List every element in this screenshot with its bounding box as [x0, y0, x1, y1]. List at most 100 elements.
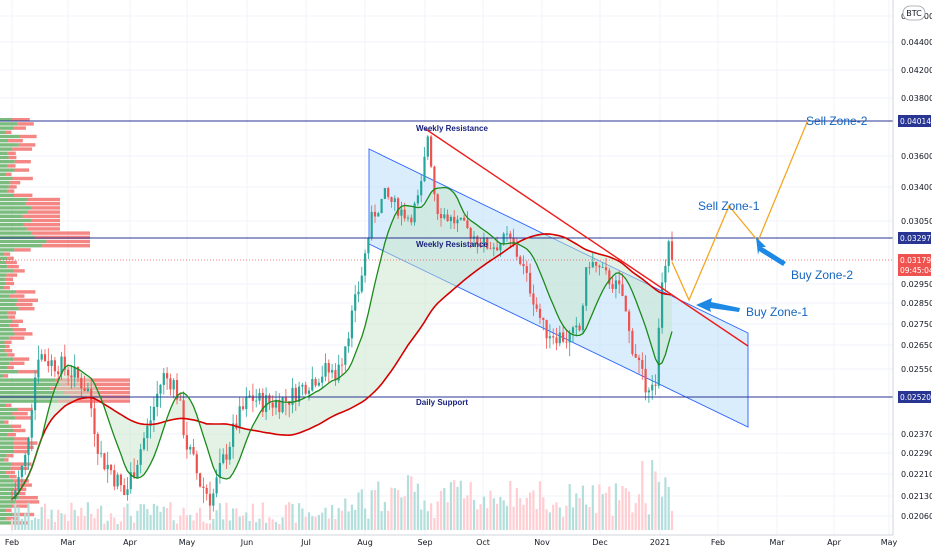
profile-bar-buy: [0, 441, 14, 445]
candle-body: [53, 360, 56, 372]
weekly-resistance-lower-label: Weekly Resistance: [416, 240, 488, 249]
profile-bar-buy: [0, 491, 12, 496]
profile-bar-sell: [5, 470, 16, 475]
profile-bar-buy: [0, 315, 9, 319]
volume-bar: [439, 490, 443, 530]
profile-bar-sell: [7, 311, 16, 315]
volume-bar: [261, 502, 264, 530]
buy-zone-2-arrow: [756, 237, 786, 266]
volume-bar: [199, 507, 202, 530]
volume-bar: [360, 489, 363, 530]
candle-body: [109, 464, 113, 471]
volume-bar: [96, 508, 99, 530]
profile-bar-buy: [0, 130, 6, 134]
volume-bar: [93, 518, 96, 530]
volume-bars: [10, 460, 674, 530]
profile-bar-buy: [0, 361, 10, 365]
candle-body: [40, 354, 43, 360]
profile-bar-buy: [0, 277, 5, 281]
volume-bar: [476, 509, 479, 530]
volume-bar: [542, 497, 545, 530]
candle-body: [119, 474, 122, 486]
profile-bar-buy: [0, 328, 13, 332]
candle-body: [199, 473, 202, 487]
price-axis: 0.0460000.0440000.0420000.0380000.036000…: [892, 0, 932, 535]
volume-bar: [489, 490, 492, 530]
candle-body: [317, 382, 320, 386]
volume-bar: [14, 504, 17, 530]
volume-bar: [284, 504, 287, 530]
candle-body: [571, 327, 575, 334]
sell-zone-1-label: Sell Zone-1: [698, 199, 760, 213]
volume-bar: [614, 483, 617, 530]
candle-body: [532, 293, 535, 305]
candle-body: [416, 195, 419, 204]
volume-bar: [466, 495, 469, 530]
volume-bar: [449, 482, 452, 530]
candle-body: [192, 447, 195, 455]
candle-body: [393, 198, 396, 203]
ma-fast-line: [11, 186, 673, 500]
profile-bar-sell: [3, 374, 9, 378]
time-tick-label: Dec: [592, 538, 607, 547]
candle-body: [585, 267, 588, 306]
volume-bar: [103, 523, 106, 530]
profile-bar-buy: [0, 458, 5, 462]
candle-body: [350, 310, 353, 339]
volume-bar: [238, 516, 241, 530]
profile-bar-sell: [16, 290, 36, 294]
candle-body: [100, 453, 103, 455]
volume-bar: [126, 503, 129, 530]
candle-body: [146, 425, 149, 439]
volume-bar: [545, 509, 548, 530]
candle-body: [608, 270, 611, 285]
candle-body: [548, 336, 551, 339]
profile-bar-sell: [12, 147, 33, 151]
volume-bar: [604, 492, 608, 530]
candle-body: [479, 244, 482, 247]
profile-bar-buy: [0, 147, 13, 151]
candle-body: [542, 317, 545, 320]
profile-bar-buy: [0, 206, 31, 210]
profile-bar-buy: [0, 122, 18, 126]
candle-body: [83, 388, 86, 392]
profile-bar-buy: [0, 197, 28, 202]
profile-bar-buy: [0, 517, 7, 521]
candle-body: [367, 237, 370, 254]
profile-bar-sell: [4, 252, 11, 256]
candle-body: [60, 356, 63, 375]
candle-body: [568, 333, 571, 343]
candle-body: [664, 265, 667, 283]
volume-bar: [377, 481, 380, 530]
volume-bar: [525, 497, 528, 530]
candle-body: [631, 330, 634, 354]
profile-bar-sell: [14, 160, 31, 164]
profile-bar-sell: [31, 231, 90, 235]
volume-bar: [90, 513, 93, 530]
profile-bar-buy: [0, 256, 8, 260]
volume-bar: [456, 486, 459, 530]
candle-body: [218, 462, 221, 478]
profile-bar-sell: [9, 294, 25, 298]
volume-bar: [667, 486, 670, 530]
profile-bar-buy: [0, 437, 15, 441]
volume-bar: [83, 516, 86, 530]
profile-bar-sell: [17, 407, 33, 412]
profile-bar-sell: [14, 168, 30, 172]
candle-body: [189, 447, 192, 450]
volume-bar: [109, 513, 113, 530]
volume-bar: [133, 522, 136, 530]
volume-bar: [512, 506, 515, 530]
candle-body: [397, 198, 400, 216]
volume-bar: [225, 502, 228, 530]
volume-bar: [142, 504, 146, 530]
time-tick-label: Apr: [123, 538, 138, 547]
volume-bar: [232, 508, 235, 530]
profile-bar-buy: [0, 416, 16, 420]
profile-bar-sell: [9, 361, 25, 365]
volume-bar: [113, 517, 116, 530]
profile-bar-sell: [14, 437, 29, 441]
profile-bar-sell: [27, 210, 60, 214]
